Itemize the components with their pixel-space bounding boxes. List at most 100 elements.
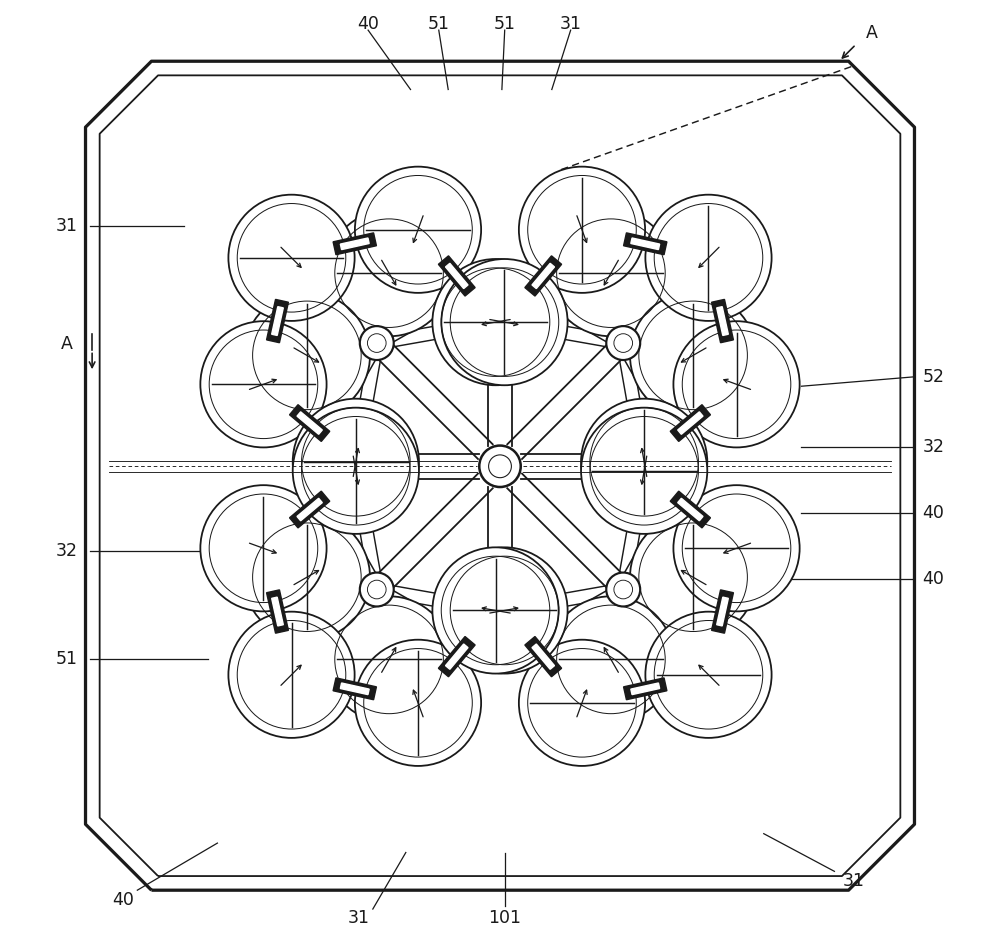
Circle shape	[630, 292, 756, 418]
Polygon shape	[525, 256, 562, 296]
Circle shape	[244, 514, 370, 641]
Circle shape	[630, 514, 756, 641]
Circle shape	[548, 596, 674, 723]
Polygon shape	[576, 228, 629, 346]
Polygon shape	[369, 335, 493, 459]
Circle shape	[326, 210, 452, 336]
Polygon shape	[333, 678, 376, 700]
Polygon shape	[500, 653, 611, 666]
Polygon shape	[301, 463, 383, 593]
Polygon shape	[340, 238, 369, 250]
Circle shape	[441, 259, 568, 385]
Circle shape	[581, 408, 707, 534]
Polygon shape	[503, 316, 624, 349]
Circle shape	[360, 573, 394, 607]
Polygon shape	[369, 474, 493, 597]
Circle shape	[606, 573, 640, 607]
Circle shape	[581, 398, 707, 525]
Polygon shape	[488, 273, 512, 446]
Circle shape	[228, 195, 355, 321]
Polygon shape	[446, 644, 468, 669]
Text: 40: 40	[112, 890, 134, 909]
Polygon shape	[349, 342, 383, 463]
Polygon shape	[272, 307, 283, 335]
Text: 52: 52	[922, 367, 944, 386]
Polygon shape	[349, 470, 383, 591]
Polygon shape	[631, 683, 660, 694]
Circle shape	[673, 321, 800, 447]
Polygon shape	[496, 267, 627, 349]
Text: 40: 40	[922, 570, 944, 589]
Text: 40: 40	[922, 504, 944, 523]
Text: 40: 40	[357, 14, 379, 33]
Polygon shape	[532, 264, 554, 288]
Polygon shape	[525, 637, 562, 676]
Circle shape	[293, 408, 419, 534]
Polygon shape	[333, 233, 376, 254]
Circle shape	[355, 167, 481, 293]
Circle shape	[432, 547, 559, 674]
Text: 32: 32	[56, 542, 78, 560]
Polygon shape	[373, 583, 504, 666]
Polygon shape	[621, 542, 739, 595]
Polygon shape	[687, 466, 700, 577]
Polygon shape	[261, 337, 379, 391]
Text: A: A	[866, 24, 878, 42]
Polygon shape	[576, 587, 629, 705]
Circle shape	[606, 326, 640, 360]
Polygon shape	[624, 678, 667, 700]
Polygon shape	[617, 342, 651, 463]
Polygon shape	[267, 300, 288, 343]
Polygon shape	[624, 233, 667, 254]
Circle shape	[673, 485, 800, 611]
Text: 101: 101	[488, 909, 521, 928]
Polygon shape	[507, 335, 631, 459]
Polygon shape	[290, 491, 330, 528]
Polygon shape	[389, 267, 500, 280]
Text: 31: 31	[842, 871, 864, 890]
Polygon shape	[496, 583, 627, 666]
Circle shape	[360, 326, 394, 360]
Polygon shape	[261, 542, 379, 595]
Polygon shape	[389, 653, 500, 666]
Circle shape	[479, 446, 521, 487]
Polygon shape	[488, 487, 512, 659]
Circle shape	[200, 321, 327, 447]
Polygon shape	[267, 590, 288, 633]
Polygon shape	[287, 253, 381, 348]
Circle shape	[519, 167, 645, 293]
Polygon shape	[617, 470, 651, 591]
Polygon shape	[712, 300, 733, 343]
Polygon shape	[287, 585, 381, 679]
Circle shape	[645, 195, 772, 321]
Polygon shape	[371, 228, 424, 346]
Polygon shape	[678, 412, 703, 434]
Polygon shape	[371, 587, 424, 705]
Circle shape	[548, 210, 674, 336]
Polygon shape	[712, 590, 733, 633]
Polygon shape	[438, 637, 475, 676]
Polygon shape	[376, 583, 497, 617]
Text: A: A	[61, 334, 73, 353]
Polygon shape	[340, 683, 369, 694]
Polygon shape	[300, 355, 313, 466]
Polygon shape	[631, 238, 660, 250]
Polygon shape	[500, 267, 611, 280]
Circle shape	[519, 640, 645, 766]
Polygon shape	[621, 337, 739, 391]
Polygon shape	[438, 256, 475, 296]
Polygon shape	[307, 454, 479, 479]
Text: 51: 51	[494, 14, 516, 33]
Polygon shape	[376, 316, 497, 349]
Circle shape	[441, 547, 568, 674]
Circle shape	[326, 596, 452, 723]
Polygon shape	[532, 644, 554, 669]
Circle shape	[200, 485, 327, 611]
Polygon shape	[297, 412, 322, 434]
Text: 31: 31	[348, 909, 370, 928]
Polygon shape	[503, 583, 624, 617]
Polygon shape	[446, 264, 468, 288]
Circle shape	[228, 611, 355, 738]
Polygon shape	[300, 466, 313, 577]
Circle shape	[355, 640, 481, 766]
